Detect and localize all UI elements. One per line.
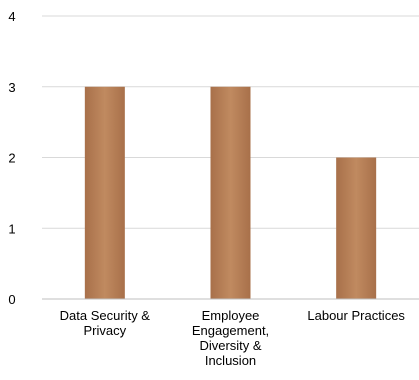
x-axis-labels: Data Security & Privacy Employee Engagement…	[60, 308, 406, 368]
y-tick-label: 0	[8, 292, 15, 307]
bar-2	[336, 157, 377, 299]
y-tick-label: 4	[8, 9, 15, 24]
x-category-label: Data Security & Privacy	[60, 308, 151, 338]
y-axis-ticks: 0 1 2 3 4	[8, 9, 15, 307]
bar-0	[84, 86, 125, 299]
y-tick-label: 1	[8, 221, 15, 236]
x-category-label: Employee Engagement, Diversity & Inclusion	[192, 308, 269, 368]
bars	[84, 86, 377, 299]
y-tick-label: 2	[8, 151, 15, 166]
bar-1	[210, 86, 251, 299]
x-category-label: Labour Practices	[307, 308, 405, 323]
y-tick-label: 3	[8, 80, 15, 95]
